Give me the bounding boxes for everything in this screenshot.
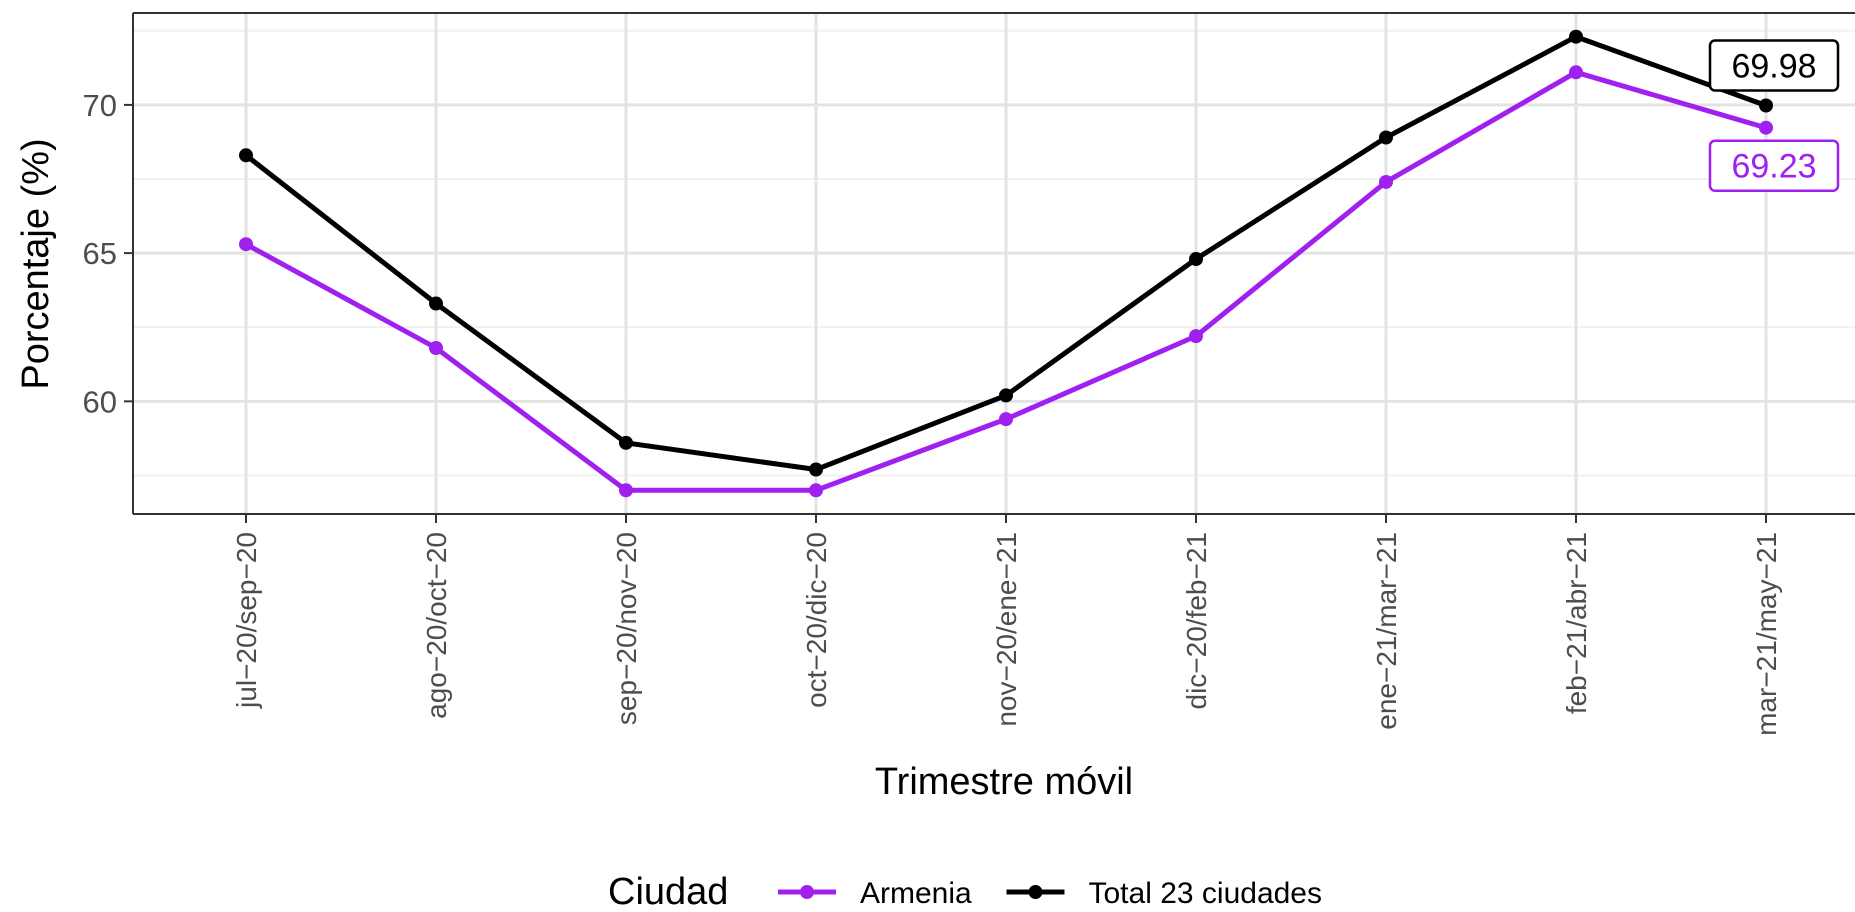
data-point-total-23-ciudades (1189, 252, 1203, 267)
data-point-total-23-ciudades (619, 435, 633, 450)
data-point-total-23-ciudades (1379, 130, 1393, 145)
x-tick-label: ago−20/oct−20 (421, 532, 452, 719)
legend-item-total-23-ciudades: Total 23 ciudades (1006, 877, 1323, 910)
x-axis: jul−20/sep−20 ago−20/oct−20 sep−20/nov−20 o… (231, 514, 1782, 736)
data-point-total-23-ciudades (239, 148, 253, 163)
data-point-armenia (1189, 329, 1203, 344)
legend-items: Armenia Total 23 ciudades (778, 877, 1323, 910)
data-point-armenia (1379, 174, 1393, 189)
x-tick-label: feb−21/abr−21 (1561, 532, 1592, 714)
x-tick-label: oct−20/dic−20 (801, 532, 832, 708)
x-tick-label: mar−21/may−21 (1751, 532, 1782, 736)
x-tick-label: sep−20/nov−20 (611, 532, 642, 725)
data-point-armenia (239, 237, 253, 252)
annotation-armenia: 69.23 (1708, 139, 1840, 192)
data-point-armenia (429, 340, 443, 355)
annotation-label: 69.98 (1731, 47, 1816, 85)
annotation-total-23-ciudades: 69.98 (1708, 39, 1840, 92)
legend-label: Armenia (860, 877, 972, 907)
series-armenia (239, 65, 1773, 498)
data-point-total-23-ciudades (429, 296, 443, 311)
x-tick-label: dic−20/feb−21 (1181, 532, 1212, 710)
y-tick-label: 65 (83, 236, 117, 271)
legend-label: Total 23 ciudades (1089, 877, 1323, 907)
data-point-total-23-ciudades (999, 388, 1013, 403)
data-point-armenia (1759, 120, 1773, 135)
data-point-total-23-ciudades (809, 462, 823, 477)
annotation-box (1708, 139, 1840, 192)
data-point-total-23-ciudades (1569, 29, 1583, 44)
panel-background (133, 13, 1855, 514)
data-point-armenia (809, 483, 823, 498)
legend-key-point (800, 885, 814, 899)
data-point-armenia (1569, 65, 1583, 80)
y-axis: 60 65 70 (83, 88, 133, 419)
x-tick-label: jul−20/sep−20 (231, 532, 262, 709)
annotation-box (1708, 39, 1840, 92)
y-axis-title: Porcentaje (%) (15, 138, 57, 389)
x-tick-label: ene−21/mar−21 (1371, 532, 1402, 730)
series-total-23-ciudades (239, 29, 1773, 477)
minor-gridlines (133, 29, 1855, 477)
data-point-armenia (999, 412, 1013, 427)
panel-border (132, 12, 1855, 515)
y-tick-label: 60 (83, 384, 117, 419)
data-point-total-23-ciudades (1759, 98, 1773, 113)
annotation-label: 69.23 (1731, 148, 1816, 186)
legend-key-point (1028, 885, 1043, 899)
legend: Ciudad Armenia Total 23 ciudades (608, 871, 1323, 912)
legend-title: Ciudad (608, 871, 728, 907)
y-tick-label: 70 (83, 88, 117, 123)
x-axis-title: Trimestre móvil (875, 761, 1133, 803)
legend-item-armenia: Armenia (778, 877, 972, 910)
x-tick-label: nov−20/ene−21 (991, 532, 1022, 727)
series-layer (239, 29, 1773, 498)
annotation-layer: 69.98 69.23 (1708, 39, 1840, 192)
data-point-armenia (619, 483, 633, 498)
